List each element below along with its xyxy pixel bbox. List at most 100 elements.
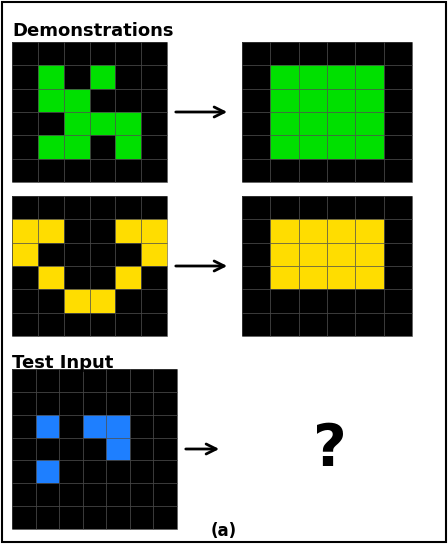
Bar bbox=[355, 89, 383, 112]
Bar bbox=[270, 219, 299, 243]
Bar bbox=[299, 42, 327, 65]
Bar bbox=[355, 42, 383, 65]
Bar bbox=[299, 112, 327, 135]
Bar bbox=[38, 219, 64, 243]
Bar bbox=[90, 159, 115, 182]
Bar bbox=[327, 159, 355, 182]
Bar bbox=[141, 112, 167, 135]
Bar bbox=[115, 219, 141, 243]
Bar bbox=[153, 483, 177, 506]
Bar bbox=[383, 112, 412, 135]
Bar bbox=[12, 392, 35, 415]
Bar bbox=[383, 219, 412, 243]
Bar bbox=[383, 89, 412, 112]
Bar bbox=[242, 42, 270, 65]
Bar bbox=[106, 506, 130, 529]
Bar bbox=[83, 369, 106, 392]
Bar bbox=[12, 196, 38, 219]
Bar bbox=[64, 219, 90, 243]
Bar bbox=[355, 196, 383, 219]
Bar bbox=[299, 243, 327, 266]
Bar bbox=[64, 196, 90, 219]
Text: Demonstrations: Demonstrations bbox=[12, 22, 173, 40]
Bar bbox=[383, 159, 412, 182]
Bar bbox=[35, 369, 59, 392]
Bar bbox=[141, 196, 167, 219]
Text: (a): (a) bbox=[211, 522, 237, 540]
Bar bbox=[90, 289, 115, 313]
Bar bbox=[115, 289, 141, 313]
Bar bbox=[141, 159, 167, 182]
Bar bbox=[242, 135, 270, 159]
Bar bbox=[383, 135, 412, 159]
Bar bbox=[38, 289, 64, 313]
Bar bbox=[242, 196, 270, 219]
Bar bbox=[38, 42, 64, 65]
Bar bbox=[106, 437, 130, 460]
Bar bbox=[35, 437, 59, 460]
Bar bbox=[327, 219, 355, 243]
Bar bbox=[64, 42, 90, 65]
Bar bbox=[12, 313, 38, 336]
Bar bbox=[12, 42, 38, 65]
Bar bbox=[59, 415, 83, 437]
Bar bbox=[64, 313, 90, 336]
Bar bbox=[153, 369, 177, 392]
Bar bbox=[115, 42, 141, 65]
Bar bbox=[355, 313, 383, 336]
Bar bbox=[106, 483, 130, 506]
Bar bbox=[355, 65, 383, 89]
Bar bbox=[106, 369, 130, 392]
Bar bbox=[141, 266, 167, 289]
Bar bbox=[12, 65, 38, 89]
Bar bbox=[90, 313, 115, 336]
Bar bbox=[12, 415, 35, 437]
Bar bbox=[327, 313, 355, 336]
Bar bbox=[242, 313, 270, 336]
Bar bbox=[383, 289, 412, 313]
Bar bbox=[38, 89, 64, 112]
Bar bbox=[141, 42, 167, 65]
Bar bbox=[12, 266, 38, 289]
Bar bbox=[35, 506, 59, 529]
Bar bbox=[270, 112, 299, 135]
Bar bbox=[383, 42, 412, 65]
Bar bbox=[270, 313, 299, 336]
Bar bbox=[35, 460, 59, 483]
Bar bbox=[90, 219, 115, 243]
Bar bbox=[38, 196, 64, 219]
Bar bbox=[270, 266, 299, 289]
Bar bbox=[242, 243, 270, 266]
Bar bbox=[12, 483, 35, 506]
Bar bbox=[355, 243, 383, 266]
Bar bbox=[327, 289, 355, 313]
Bar bbox=[90, 196, 115, 219]
Bar bbox=[141, 89, 167, 112]
Bar bbox=[299, 313, 327, 336]
Bar bbox=[270, 65, 299, 89]
Bar bbox=[141, 289, 167, 313]
Bar bbox=[299, 89, 327, 112]
Bar bbox=[327, 89, 355, 112]
Bar bbox=[383, 65, 412, 89]
Bar bbox=[115, 65, 141, 89]
Bar bbox=[115, 89, 141, 112]
Bar bbox=[64, 159, 90, 182]
Bar bbox=[141, 243, 167, 266]
Bar bbox=[83, 483, 106, 506]
Bar bbox=[153, 460, 177, 483]
Bar bbox=[59, 369, 83, 392]
Bar bbox=[242, 159, 270, 182]
Bar bbox=[242, 196, 412, 336]
Bar bbox=[64, 65, 90, 89]
Bar bbox=[12, 369, 35, 392]
Bar bbox=[153, 392, 177, 415]
Bar bbox=[153, 506, 177, 529]
Bar bbox=[270, 135, 299, 159]
Bar bbox=[130, 506, 153, 529]
Bar bbox=[12, 135, 38, 159]
Bar bbox=[90, 42, 115, 65]
Bar bbox=[38, 65, 64, 89]
Bar bbox=[270, 159, 299, 182]
Bar bbox=[327, 196, 355, 219]
